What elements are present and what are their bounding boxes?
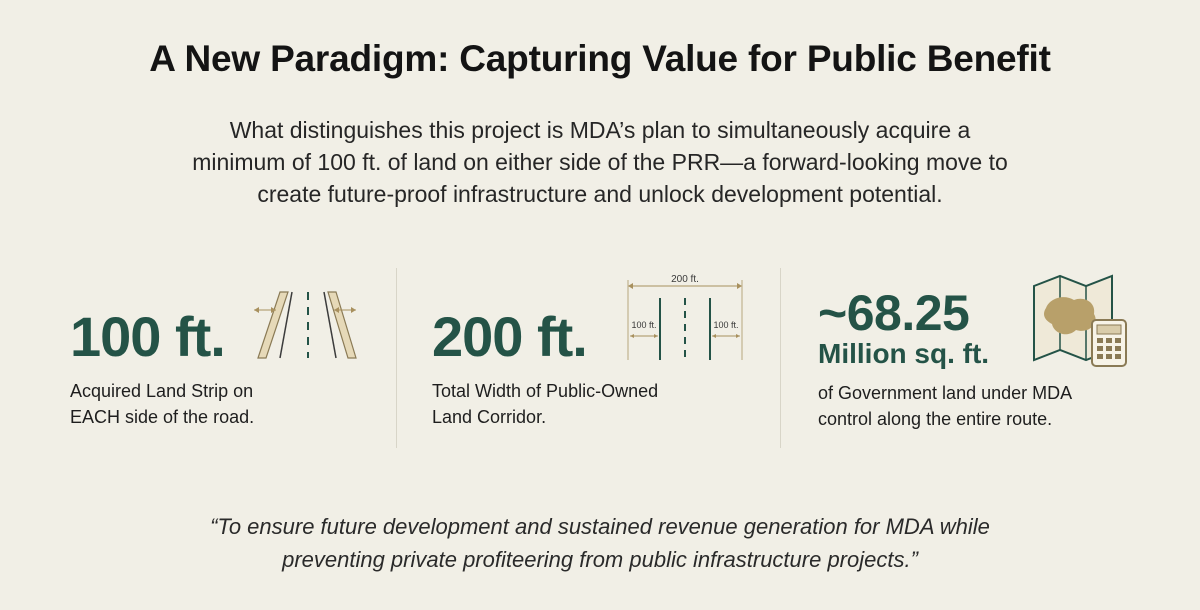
- stat-desc-line: Total Width of Public-Owned: [432, 381, 659, 401]
- stat-value-land-area: ~68.25: [818, 285, 970, 341]
- divider: [780, 268, 781, 448]
- stat-desc-line: of Government land under MDA: [818, 383, 1073, 403]
- intro-line-1: What distinguishes this project is MDA’s…: [229, 117, 971, 143]
- stat-desc-line: Acquired Land Strip on: [70, 381, 254, 401]
- road-strip-icon: [254, 291, 357, 359]
- stat-desc-line: Land Corridor.: [432, 407, 547, 427]
- divider: [396, 268, 397, 448]
- stat-value-200ft: 200 ft.: [432, 305, 588, 368]
- stat-desc-land-area: of Government land under MDA control alo…: [818, 380, 1072, 432]
- quote-line-2: preventing private profiteering from pub…: [282, 547, 918, 572]
- diagram-left-label: 100 ft.: [631, 320, 656, 330]
- stat-value-100ft: 100 ft.: [70, 305, 226, 368]
- stat-desc-200ft: Total Width of Public-Owned Land Corrido…: [432, 378, 658, 430]
- quote-line-1: “To ensure future development and sustai…: [210, 514, 990, 539]
- map-calculator-icon: [1033, 274, 1127, 367]
- intro-paragraph: What distinguishes this project is MDA’s…: [110, 114, 1090, 210]
- stat-desc-100ft: Acquired Land Strip on EACH side of the …: [70, 378, 254, 430]
- intro-line-3: create future-proof infrastructure and u…: [257, 181, 943, 207]
- diagram-total-label: 200 ft.: [671, 274, 699, 285]
- corridor-width-icon: 200 ft. 100 ft. 100 ft.: [627, 272, 743, 360]
- intro-line-2: minimum of 100 ft. of land on either sid…: [192, 149, 1008, 175]
- closing-quote: “To ensure future development and sustai…: [80, 510, 1120, 576]
- page-title: A New Paradigm: Capturing Value for Publ…: [149, 38, 1051, 79]
- stat-unit-land-area: Million sq. ft.: [818, 338, 990, 369]
- stat-desc-line: EACH side of the road.: [70, 407, 255, 427]
- stat-desc-line: control along the entire route.: [818, 409, 1053, 429]
- diagram-right-label: 100 ft.: [713, 320, 738, 330]
